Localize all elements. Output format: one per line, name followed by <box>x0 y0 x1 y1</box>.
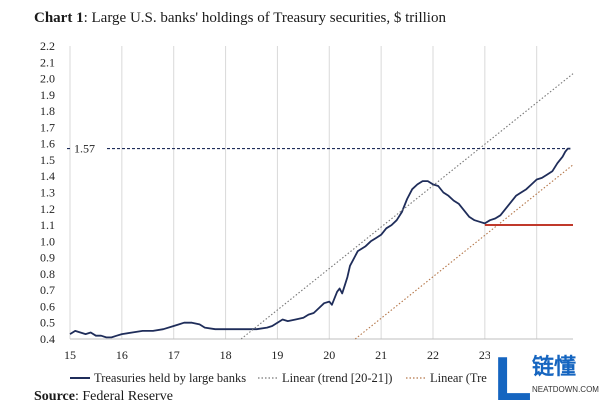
watermark-bg <box>490 340 600 410</box>
series-line-trend-2 <box>354 164 574 340</box>
y-tick-label: 0.6 <box>40 299 55 313</box>
y-tick-label: 1.9 <box>40 88 55 102</box>
y-axis-ticks: 0.4 0.5 0.6 0.7 0.8 0.9 1.0 1.1 1.2 1.3 1.4 1.5 1.6 1… <box>40 39 55 346</box>
legend-label-1: Treasuries held by large banks <box>94 371 246 385</box>
chart-annotation: 1.57 <box>67 140 571 156</box>
chart-grid <box>69 46 573 340</box>
chart-series <box>69 73 574 340</box>
y-tick-label: 1.7 <box>40 120 55 134</box>
y-tick-label: 1.4 <box>40 169 55 183</box>
y-tick-label: 0.5 <box>40 316 55 330</box>
x-tick-label: 16 <box>116 348 128 362</box>
y-tick-label: 0.9 <box>40 251 55 265</box>
source-note: Source: Federal Reserve <box>34 389 173 405</box>
source-label: Source <box>34 389 75 404</box>
x-tick-label: 20 <box>323 348 335 362</box>
y-tick-label: 1.2 <box>40 202 55 216</box>
watermark-logo: L 链懂 NEATDOWN.COM <box>490 340 600 410</box>
x-tick-label: 18 <box>220 348 232 362</box>
watermark-en-text: NEATDOWN.COM <box>532 385 599 394</box>
x-tick-label: 23 <box>479 348 491 362</box>
y-tick-label: 2.2 <box>40 39 55 53</box>
x-axis-ticks: 15161718192021222324 <box>64 348 543 362</box>
watermark-cn-text: 链懂 <box>532 354 576 380</box>
legend-label-2: Linear (trend [20-21]) <box>282 371 392 385</box>
y-tick-label: 0.4 <box>40 332 55 346</box>
annotation-label: 1.57 <box>74 142 95 156</box>
y-tick-label: 1.6 <box>40 137 55 151</box>
series-line-treasuries <box>69 147 571 339</box>
y-tick-label: 0.7 <box>40 283 55 297</box>
x-tick-label: 21 <box>375 348 387 362</box>
chart-legend: Treasuries held by large banks Linear (tr… <box>70 371 487 385</box>
y-tick-label: 1.8 <box>40 104 55 118</box>
annotation-label-bg <box>72 140 106 156</box>
y-tick-label: 2.1 <box>40 55 55 69</box>
legend-label-3: Linear (Tre <box>430 371 487 385</box>
y-tick-label: 1.3 <box>40 186 55 200</box>
x-tick-label: 22 <box>427 348 439 362</box>
series-line-trend-1 <box>240 73 574 340</box>
chart-title: Chart 1: Large U.S. banks' holdings of T… <box>34 10 446 27</box>
y-tick-label: 1.5 <box>40 153 55 167</box>
y-tick-label: 2.0 <box>40 72 55 86</box>
x-tick-label: 17 <box>168 348 180 362</box>
source-text: : Federal Reserve <box>74 389 173 404</box>
chart-title-prefix: Chart 1 <box>34 10 84 26</box>
y-tick-label: 1.0 <box>40 234 55 248</box>
chart-title-rest: : Large U.S. banks' holdings of Treasury… <box>83 10 446 26</box>
y-tick-label: 0.8 <box>40 267 55 281</box>
watermark-glyph: L <box>494 345 532 410</box>
y-tick-label: 1.1 <box>40 218 55 232</box>
x-tick-label: 19 <box>271 348 283 362</box>
x-tick-label: 15 <box>64 348 76 362</box>
